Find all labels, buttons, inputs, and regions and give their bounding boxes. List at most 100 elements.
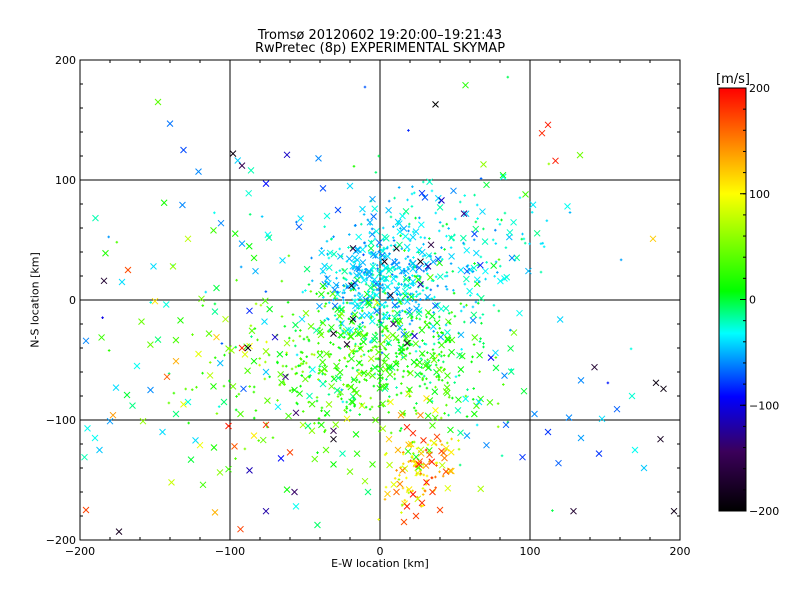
data-point xyxy=(447,448,455,456)
data-point xyxy=(399,467,406,474)
data-point xyxy=(418,248,426,256)
chart-title: Tromsø 20120602 19:20:00–19:21:43 xyxy=(257,28,503,43)
data-point xyxy=(418,499,426,507)
data-point xyxy=(433,433,441,441)
data-point xyxy=(510,329,518,336)
data-point xyxy=(412,406,416,410)
data-point xyxy=(629,347,633,351)
data-point xyxy=(577,434,585,442)
data-point xyxy=(403,282,411,290)
data-point xyxy=(271,333,279,341)
data-point xyxy=(353,294,357,298)
data-point xyxy=(237,392,241,396)
data-point xyxy=(374,280,382,288)
data-point xyxy=(352,288,355,291)
data-point xyxy=(252,267,259,275)
data-point xyxy=(381,359,388,367)
data-point xyxy=(414,349,418,353)
data-point xyxy=(172,357,180,365)
data-point xyxy=(525,267,532,275)
data-point xyxy=(352,431,360,438)
data-point xyxy=(450,311,454,314)
data-point xyxy=(379,321,383,324)
data-point xyxy=(291,313,295,316)
data-point xyxy=(118,278,126,286)
data-point xyxy=(444,484,452,492)
data-point xyxy=(392,236,395,239)
data-point xyxy=(225,465,232,473)
data-point xyxy=(383,352,390,360)
data-point xyxy=(326,291,330,295)
data-point xyxy=(376,323,379,327)
data-point xyxy=(458,463,462,467)
data-point xyxy=(394,351,398,355)
data-point xyxy=(498,264,502,268)
data-point xyxy=(418,326,426,334)
data-point xyxy=(106,417,114,425)
data-point xyxy=(225,345,232,352)
data-point xyxy=(356,368,359,372)
data-point xyxy=(357,265,361,268)
data-point xyxy=(502,421,510,429)
data-point xyxy=(262,507,270,515)
data-point xyxy=(372,252,379,259)
data-point xyxy=(330,427,337,435)
data-point xyxy=(342,276,345,280)
data-point xyxy=(325,239,329,243)
data-point xyxy=(343,409,346,412)
data-point xyxy=(334,367,338,370)
data-point xyxy=(369,279,377,287)
data-point xyxy=(238,344,246,352)
data-point xyxy=(448,467,455,475)
data-point xyxy=(338,347,342,350)
data-point xyxy=(403,339,411,347)
data-point xyxy=(282,380,286,384)
data-point xyxy=(373,227,380,235)
data-point xyxy=(342,383,345,386)
data-point xyxy=(398,473,401,477)
data-point xyxy=(172,336,180,344)
data-point xyxy=(162,301,170,308)
data-point xyxy=(358,347,361,350)
data-point xyxy=(555,459,562,467)
data-point xyxy=(213,356,217,360)
data-point xyxy=(410,454,414,458)
data-point xyxy=(296,390,303,398)
data-point xyxy=(267,353,271,357)
data-point xyxy=(433,252,437,255)
data-point xyxy=(358,402,366,409)
data-point xyxy=(391,301,399,309)
data-point xyxy=(195,350,202,358)
data-point xyxy=(210,383,217,390)
data-point xyxy=(435,354,439,357)
data-point xyxy=(441,474,445,478)
data-point xyxy=(418,189,426,197)
data-point xyxy=(315,155,322,162)
data-point xyxy=(407,229,410,233)
data-point xyxy=(229,150,237,157)
data-point xyxy=(381,403,385,407)
data-point xyxy=(438,315,441,319)
data-point xyxy=(652,379,660,387)
data-point xyxy=(393,261,400,269)
data-point xyxy=(310,352,314,356)
data-point xyxy=(295,353,299,357)
data-point xyxy=(529,201,537,209)
data-point xyxy=(81,453,88,461)
data-point xyxy=(392,320,395,323)
data-point xyxy=(444,329,451,336)
data-point xyxy=(429,288,433,292)
data-point xyxy=(419,472,422,475)
data-point xyxy=(401,309,404,313)
x-tick-label: 0 xyxy=(377,545,384,558)
data-point xyxy=(250,357,258,365)
data-point xyxy=(363,325,367,329)
data-point xyxy=(516,309,523,317)
data-point xyxy=(335,271,338,274)
data-point xyxy=(398,311,402,314)
data-point xyxy=(435,375,438,379)
data-point xyxy=(320,406,324,410)
data-point xyxy=(443,248,446,251)
data-point xyxy=(343,335,346,339)
data-point xyxy=(404,274,407,277)
